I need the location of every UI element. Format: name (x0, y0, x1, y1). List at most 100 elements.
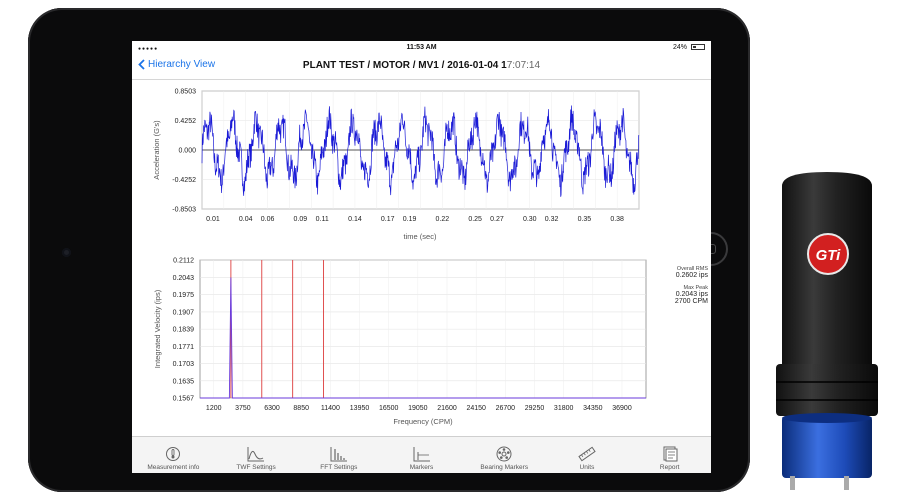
ruler-icon (578, 446, 596, 462)
back-button-label: Hierarchy View (148, 59, 216, 70)
front-camera (62, 248, 71, 257)
tab-bearing-markers-label: Bearing Markers (480, 464, 529, 471)
fft-x-tick-label: 6300 (264, 405, 280, 412)
tab-twf-settings-label: TWF Settings (236, 464, 276, 471)
twf-x-ticks: 0.01 0.04 0.06 0.09 0.11 0.14 0.17 0.19 0.22 0.25… (206, 216, 624, 223)
fft-x-tick-label: 36900 (612, 405, 632, 412)
bearing-icon (496, 446, 512, 462)
twf-x-tick-label: 0.27 (490, 216, 504, 223)
fft-x-ticks: 1200 3750 6300 8850 11400 13950 16500 19050 2160… (206, 405, 632, 412)
fft-x-tick-label: 16500 (379, 405, 399, 412)
fft-spectrum-line (200, 277, 646, 399)
twf-y-axis-label: Acceleration (G's) (152, 120, 161, 180)
tab-measurement-info-label: Measurement info (147, 464, 200, 471)
spectrum-bars-icon (330, 447, 347, 462)
overall-rms-value: 0.2602 ips (675, 272, 708, 279)
page-title-faded: 7:07:14 (506, 60, 541, 71)
tab-fft-settings[interactable]: FFT Settings (297, 437, 380, 473)
twf-waveform-line (201, 105, 640, 197)
fft-summary-panel: Overall RMS 0.2602 ips Max Peak 0.2043 i… (650, 266, 708, 305)
sensor-logo (807, 233, 849, 275)
thermometer-icon (166, 447, 181, 461)
signal-icon: ●●●●● (138, 46, 159, 52)
fft-x-tick-label: 26700 (496, 405, 516, 412)
sensor-logo-text: GTi (816, 247, 842, 264)
twf-x-tick-label: 0.14 (348, 216, 362, 223)
twf-x-tick-label: 0.09 (294, 216, 308, 223)
tab-bearing-markers[interactable]: Bearing Markers (463, 437, 546, 473)
fft-y-tick-label: 0.2043 (173, 275, 195, 282)
twf-y-tick-label: 0.4252 (175, 118, 197, 125)
tab-report-label: Report (659, 464, 680, 471)
twf-x-tick-label: 0.38 (610, 216, 624, 223)
fft-x-tick-label: 21600 (437, 405, 457, 412)
twf-x-tick-label: 0.17 (381, 216, 395, 223)
battery-percent: 24% (672, 44, 687, 51)
twf-x-tick-label: 0.35 (578, 216, 592, 223)
twf-y-tick-label: -0.8503 (172, 207, 196, 214)
twf-x-tick-label: 0.01 (206, 216, 220, 223)
twf-x-tick-label: 0.32 (545, 216, 559, 223)
fft-x-axis-label: Frequency (CPM) (393, 417, 453, 426)
max-peak-frequency: 2700 CPM (674, 298, 708, 305)
fft-x-tick-label: 24150 (466, 405, 486, 412)
waveform-icon (247, 447, 265, 462)
page-title-main: PLANT TEST / MOTOR / MV1 / 2016-01-04 1 (302, 60, 507, 71)
fft-y-tick-label: 0.1839 (173, 327, 195, 334)
status-time: 11:53 AM (406, 44, 437, 51)
app-screen: ●●●●● 11:53 AM 24% Hierarchy View PLANT … (132, 41, 711, 473)
time-waveform-chart[interactable]: 0.8503 0.4252 0.000 -0.4252 -0.8503 0.01 0.04… (132, 81, 711, 241)
tab-markers-label: Markers (409, 464, 434, 471)
twf-x-tick-label: 0.30 (523, 216, 537, 223)
twf-y-tick-label: -0.4252 (172, 177, 196, 184)
fft-y-tick-label: 0.1771 (173, 344, 195, 351)
fft-x-tick-label: 31800 (554, 405, 574, 412)
tab-units[interactable]: Units (546, 437, 629, 473)
fft-y-axis-label: Integrated Velocity (ips) (153, 289, 162, 368)
report-icon (663, 446, 678, 462)
twf-x-tick-label: 0.22 (436, 216, 450, 223)
fft-x-tick-label: 1200 (206, 405, 222, 412)
fft-x-tick-label: 19050 (408, 405, 428, 412)
chevron-left-icon (138, 59, 145, 70)
twf-x-tick-label: 0.11 (316, 216, 329, 223)
twf-y-tick-label: 0.8503 (175, 89, 197, 96)
max-peak-value: 0.2043 ips (675, 291, 708, 298)
fft-y-ticks: 0.2112 0.2043 0.1975 0.1907 0.1839 0.1771 0.17… (173, 258, 195, 403)
tab-fft-settings-label: FFT Settings (320, 464, 358, 471)
twf-y-ticks: 0.8503 0.4252 0.000 -0.4252 -0.8503 (172, 89, 196, 214)
markers-icon (413, 447, 430, 462)
twf-x-axis-label: time (sec) (404, 232, 437, 241)
navigation-bar: Hierarchy View PLANT TEST / MOTOR / MV1 … (132, 55, 711, 80)
fft-y-tick-label: 0.1907 (173, 309, 195, 316)
bottom-tab-bar: Measurement info TWF Settings FFT Settin… (132, 436, 711, 473)
fft-spectrum-chart[interactable]: 0.2112 0.2043 0.1975 0.1907 0.1839 0.1771 0.17… (132, 253, 711, 433)
status-bar: ●●●●● 11:53 AM 24% (132, 41, 711, 55)
twf-x-tick-label: 0.04 (239, 216, 253, 223)
twf-x-tick-label: 0.06 (261, 216, 275, 223)
fft-y-tick-label: 0.2112 (173, 258, 194, 265)
fft-x-tick-label: 29250 (525, 405, 545, 412)
max-peak-label: Max Peak (683, 285, 708, 291)
fft-x-tick-label: 34350 (583, 405, 603, 412)
fft-y-tick-label: 0.1567 (173, 396, 195, 403)
twf-y-tick-label: 0.000 (178, 148, 196, 155)
tab-units-label: Units (579, 464, 595, 471)
fft-x-tick-label: 13950 (350, 405, 370, 412)
tab-report[interactable]: Report (628, 437, 711, 473)
twf-x-tick-label: 0.25 (468, 216, 482, 223)
fft-y-tick-label: 0.1703 (173, 361, 195, 368)
vibration-sensor-device: GTi (776, 172, 878, 490)
tablet-frame: ●●●●● 11:53 AM 24% Hierarchy View PLANT … (28, 8, 750, 492)
battery-icon (691, 44, 705, 50)
fft-y-tick-label: 0.1975 (173, 292, 195, 299)
tab-twf-settings[interactable]: TWF Settings (215, 437, 298, 473)
fft-x-tick-label: 8850 (293, 405, 309, 412)
tab-markers[interactable]: Markers (380, 437, 463, 473)
fft-x-tick-label: 11400 (321, 405, 340, 412)
twf-x-tick-label: 0.19 (403, 216, 417, 223)
fft-y-tick-label: 0.1635 (173, 378, 195, 385)
back-button[interactable]: Hierarchy View (138, 59, 215, 70)
tab-measurement-info[interactable]: Measurement info (132, 437, 215, 473)
fft-x-tick-label: 3750 (235, 405, 251, 412)
